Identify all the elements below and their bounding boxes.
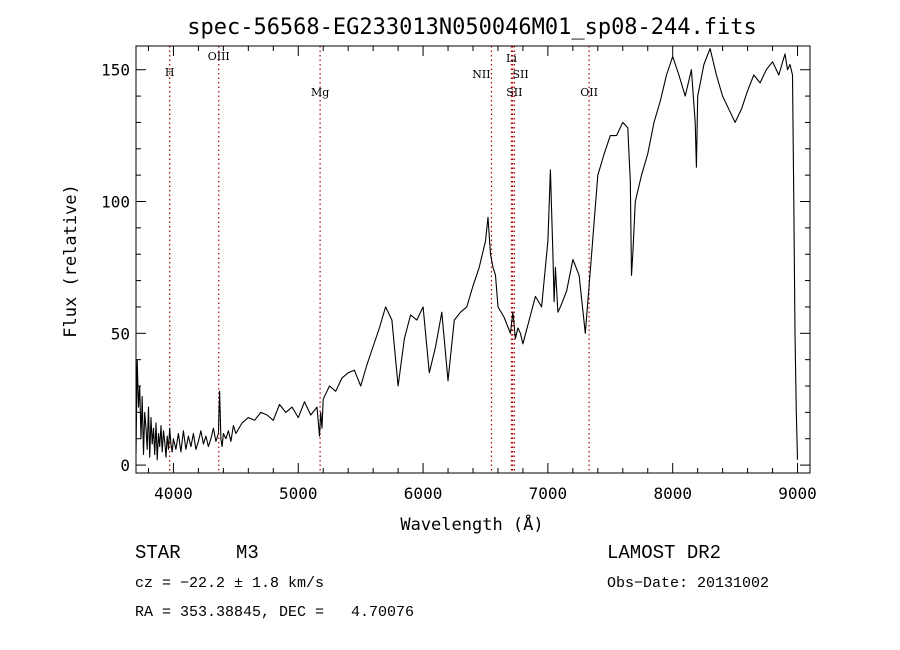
x-tick-label: 8000: [653, 484, 692, 503]
x-tick-label: 7000: [529, 484, 568, 503]
line-label-sii: SII: [512, 68, 528, 81]
y-axis-label: Flux (relative): [61, 184, 81, 338]
obs-date: Obs−Date: 20131002: [607, 575, 770, 592]
x-tick-label: 9000: [778, 484, 817, 503]
x-tick-label: 4000: [154, 484, 193, 503]
redshift-cz: cz = −22.2 ± 1.8 km/s: [135, 575, 325, 592]
line-label-nii: NII: [472, 68, 490, 81]
y-tick-label: 150: [101, 61, 130, 80]
chart-title: spec-56568-EG233013N050046M01_sp08-244.f…: [187, 15, 757, 40]
line-label-mg: Mg: [311, 86, 329, 99]
x-axis-label: Wavelength (Å): [400, 513, 543, 535]
spectrum-line: [135, 48, 799, 461]
line-label-oii: OII: [580, 86, 598, 99]
y-tick-label: 50: [111, 324, 130, 343]
x-tick-label: 6000: [404, 484, 443, 503]
line-label-sii: SII: [506, 86, 522, 99]
y-tick-label: 100: [101, 193, 130, 212]
line-label-li: Li: [506, 52, 517, 65]
x-tick-label: 5000: [279, 484, 318, 503]
line-label-h: H: [165, 66, 175, 79]
plot-area: H OIII Mg NII Li SII SII OII 4000 5000 6000 7000 800…: [101, 45, 817, 503]
survey-name: LAMOST DR2: [607, 542, 722, 564]
coordinates: RA = 353.38845, DEC = 4.70076: [135, 604, 415, 621]
subclass: M3: [236, 542, 259, 564]
plot-frame: [135, 45, 811, 474]
y-tick-label: 0: [120, 456, 130, 475]
object-class: STAR: [135, 542, 181, 564]
line-label-oiii: OIII: [208, 50, 230, 63]
